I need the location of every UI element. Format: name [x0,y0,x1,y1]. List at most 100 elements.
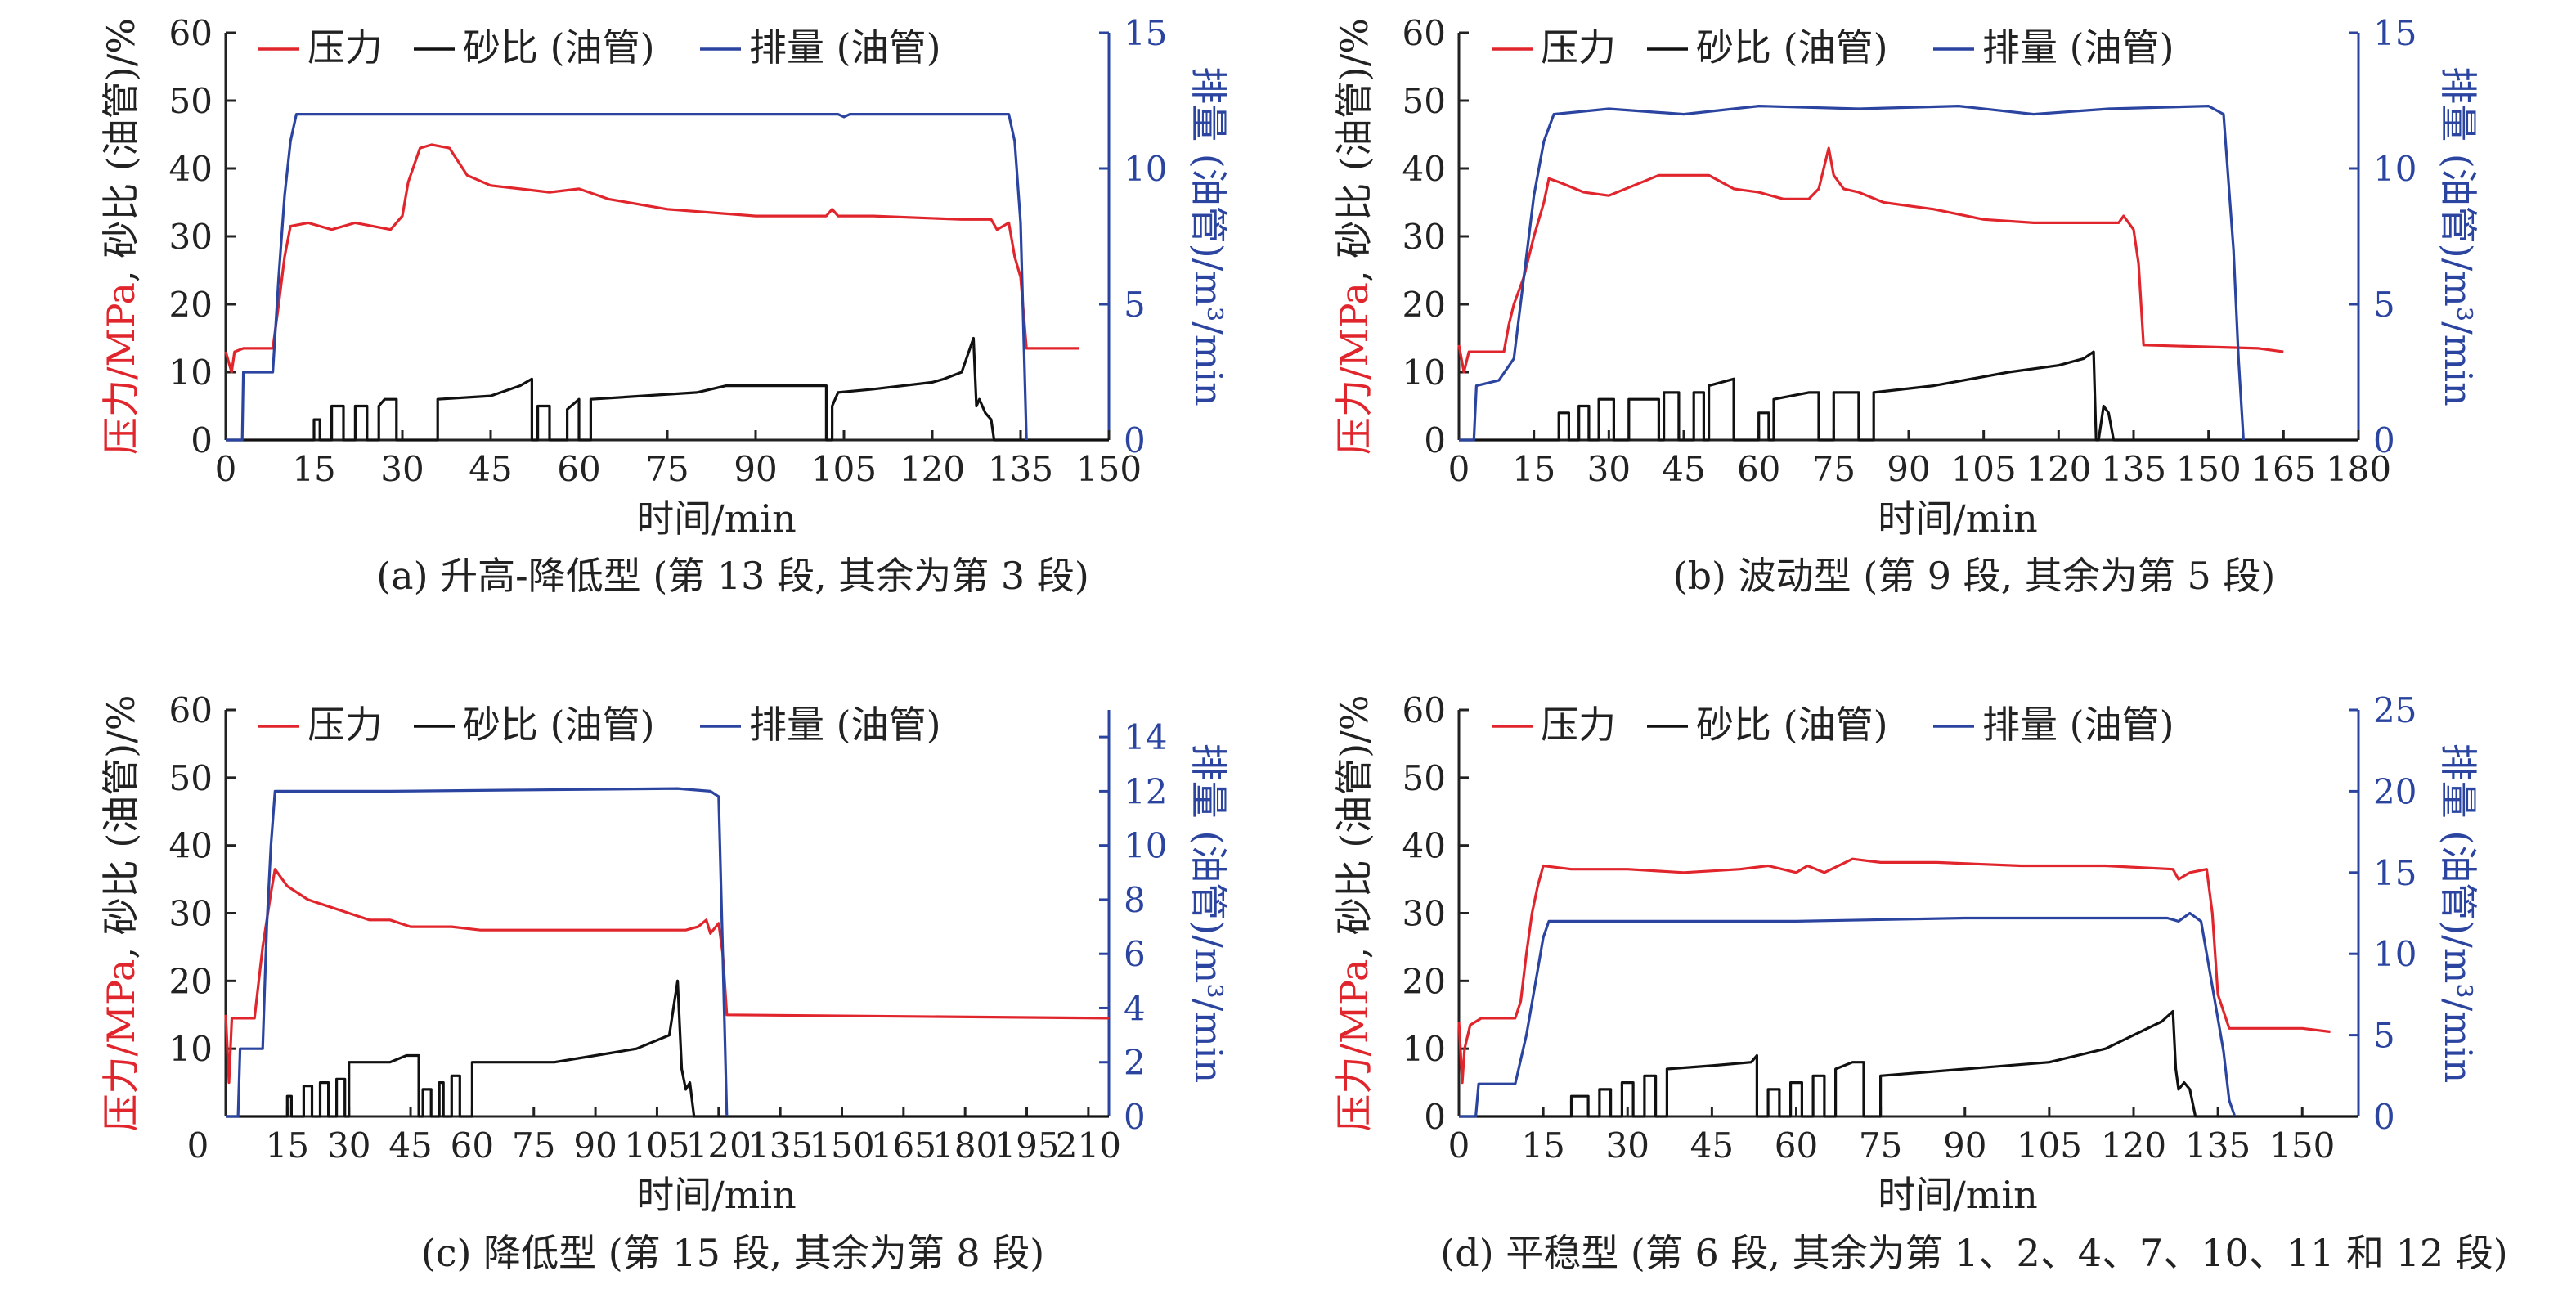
y-left-tick-label: 20 [169,961,213,1001]
rate-line [226,787,729,1118]
y-right-tick-label: 0 [2373,1097,2395,1137]
x-tick-label: 150 [1076,449,1142,489]
panel-caption: (a) 升高-降低型 (第 13 段, 其余为第 3 段) [376,554,1089,598]
y-left-tick-label: 30 [1402,894,1446,934]
x-tick-label: 135 [988,449,1053,489]
x-tick-label: 45 [388,1125,432,1165]
y-right-tick-label: 4 [1124,988,1146,1028]
sand-ratio-line [1459,1009,2358,1118]
rate-line [226,113,1028,442]
x-tick-label: 75 [1812,449,1856,489]
y-left-label-sand: , 砂比 (油管)/% [99,18,143,282]
y-right-tick-label: 5 [2373,1016,2395,1056]
legend-rate-label: 排量 (油管) [749,703,941,747]
x-tick-label: 60 [451,1125,494,1165]
y-left-label-pressure: 压力/MPa [99,282,143,455]
x-tick-label: 15 [1512,449,1555,489]
x-tick-label: 30 [327,1125,370,1165]
y-right-tick-label: 12 [1124,771,1167,811]
y-right-tick-label: 14 [1124,717,1167,757]
y-right-tick-label: 10 [1124,149,1167,189]
x-tick-label: 165 [871,1125,936,1165]
y-right-tick-label: 15 [2373,853,2417,893]
x-tick-label: 105 [811,449,877,489]
x-tick-label: 45 [1662,449,1705,489]
x-tick-label: 150 [2269,1125,2335,1165]
x-tick-label: 105 [624,1125,689,1165]
y-left-tick-label: 20 [1402,285,1446,325]
y-left-tick-label: 50 [1402,81,1446,121]
x-axis-label: 时间/min [636,1173,796,1217]
y-left-axis-label: 压力/MPa, 砂比 (油管)/% [1332,695,1376,1132]
legend-pressure-label: 压力 [307,25,383,70]
x-tick-label: 150 [2176,449,2242,489]
x-tick-label: 120 [686,1125,752,1165]
y-left-tick-label: 10 [169,353,213,393]
y-right-tick-label: 5 [1124,285,1146,325]
y-right-tick-label: 10 [2373,149,2417,189]
x-tick-label: 195 [994,1125,1059,1165]
legend-pressure-label: 压力 [1541,703,1616,747]
y-right-tick-label: 8 [1124,880,1146,920]
y-left-tick-label: 10 [169,1029,213,1069]
y-left-tick-label: 40 [1402,826,1446,866]
y-right-tick-label: 2 [1124,1043,1146,1083]
y-left-tick-label: 50 [1402,758,1446,798]
x-tick-label: 135 [2185,1125,2251,1165]
x-tick-label: 165 [2251,449,2316,489]
legend-sand-ratio-label: 砂比 (油管) [1696,25,1888,70]
x-tick-label: 75 [645,449,689,489]
panel-caption: (b) 波动型 (第 9 段, 其余为第 5 段) [1673,554,2276,598]
y-right-tick-label: 0 [1124,420,1146,460]
legend-rate-label: 排量 (油管) [1982,703,2174,747]
legend: 压力 砂比 (油管) 排量 (油管) [258,703,941,747]
y-left-axis-label: 压力/MPa, 砂比 (油管)/% [1332,18,1376,455]
x-tick-label: 15 [292,449,335,489]
x-tick-label: 60 [1737,449,1780,489]
y-left-tick-label: 40 [169,826,213,866]
x-tick-label: 0 [1448,449,1470,489]
y-left-tick-label: 60 [1402,690,1446,730]
y-left-tick-label: 60 [1402,13,1446,53]
y-left-tick-label: 60 [169,690,213,730]
legend-rate-label: 排量 (油管) [1982,25,2174,70]
x-axis-label: 时间/min [1878,496,2037,541]
y-right-axis-label: 排量 (油管)/m³/min [2436,66,2480,406]
x-tick-label: 210 [1056,1125,1121,1165]
rate-line [1459,105,2245,442]
x-tick-label: 60 [1775,1125,1818,1165]
y-right-axis-label: 排量 (油管)/m³/min [1187,743,1231,1084]
x-axis-label: 时间/min [1878,1173,2037,1217]
y-left-tick-label: 40 [1402,149,1446,189]
y-left-tick-label: 0 [1424,420,1446,460]
x-tick-label: 0 [215,449,237,489]
rate-line [1459,911,2237,1118]
sand-ratio-line [226,336,1109,442]
y-left-tick-label: 50 [169,81,213,121]
y-left-axis-label: 压力/MPa, 砂比 (油管)/% [99,695,143,1132]
pressure-line [224,143,1079,374]
y-left-tick-label: 50 [169,758,213,798]
legend-rate-label: 排量 (油管) [749,25,941,70]
sand-ratio-line [226,979,1109,1118]
x-tick-label: 150 [809,1125,874,1165]
x-axis-label: 时间/min [636,496,796,541]
x-tick-label: 120 [2026,449,2091,489]
x-tick-label: 120 [2101,1125,2166,1165]
y-right-tick-label: 0 [2373,420,2395,460]
x-tick-label: 45 [469,449,512,489]
x-tick-label: 120 [900,449,965,489]
y-left-tick-label: 30 [169,217,213,257]
x-tick-label: 75 [1859,1125,1902,1165]
x-tick-label: 75 [512,1125,555,1165]
sand-ratio-line [1459,350,2358,442]
y-right-axis-label: 排量 (油管)/m³/min [2436,743,2480,1084]
y-right-tick-label: 10 [1124,826,1167,866]
y-left-tick-label: 30 [1402,217,1446,257]
y-right-tick-label: 6 [1124,934,1146,974]
y-left-tick-label: 20 [1402,961,1446,1001]
panel-caption: (d) 平稳型 (第 6 段, 其余为第 1、2、4、7、10、11 和 12 … [1440,1231,2507,1275]
y-right-tick-label: 0 [1124,1097,1146,1137]
x-tick-label: 15 [1521,1125,1564,1165]
chart-panel-d: 0 15 30 45 60 75 90 105 120 135 150 0 10 20 30 40 50 60 0 5… [1332,690,2508,1275]
